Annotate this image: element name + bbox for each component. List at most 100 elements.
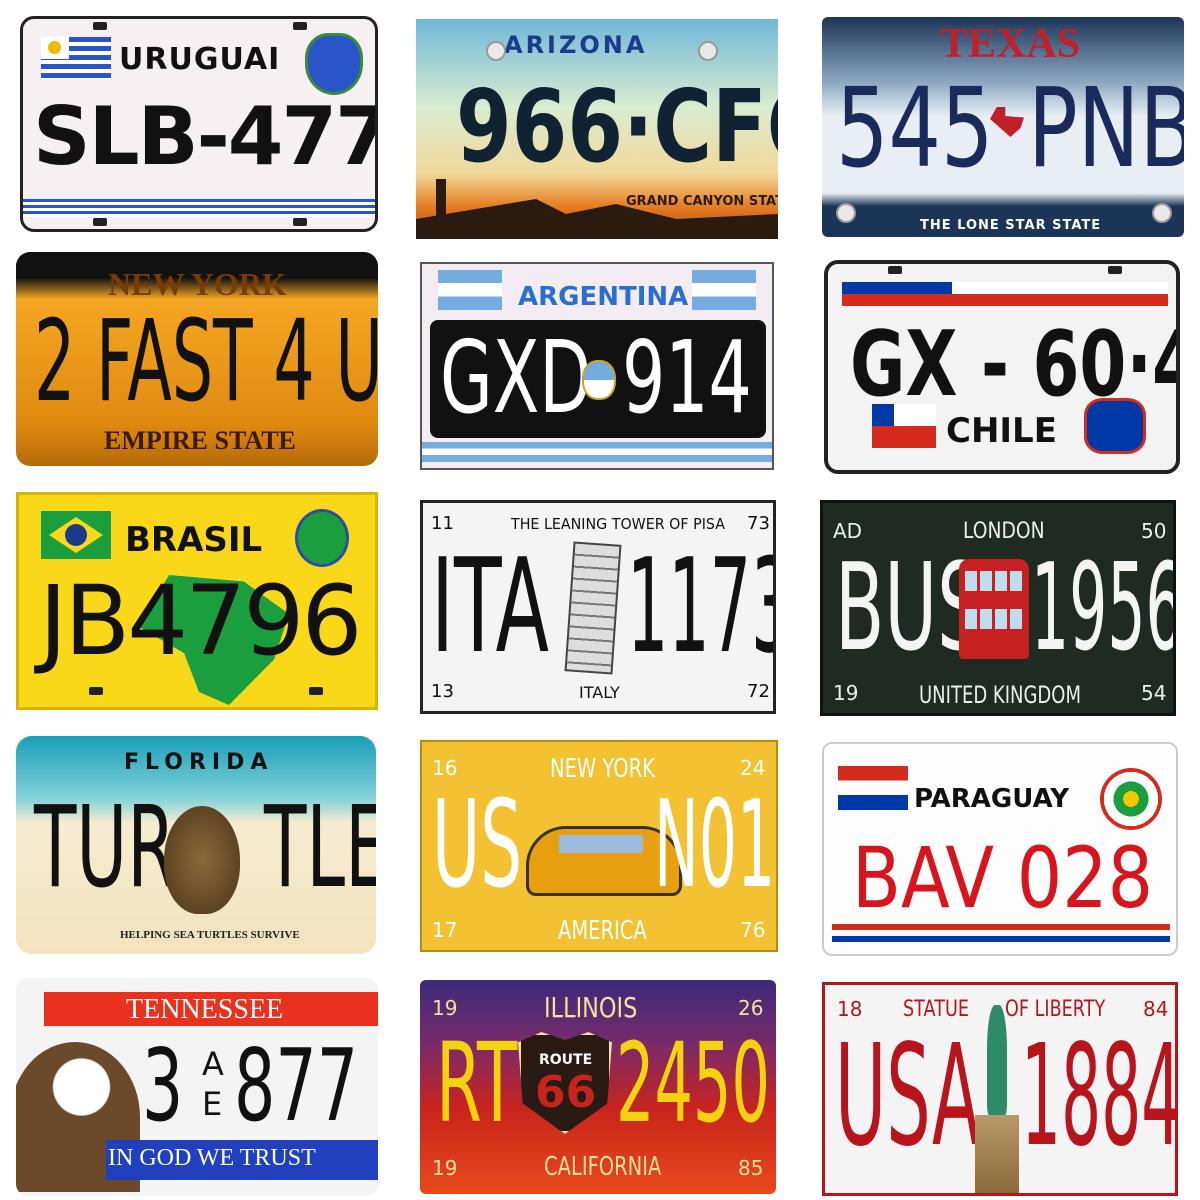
sea-turtle-icon (164, 806, 240, 914)
route-number: 66 (535, 1067, 597, 1118)
plate-corner-bl: 19 (833, 681, 859, 705)
plate-letter-a: A (202, 1045, 224, 1083)
plate-nytaxi: 16 NEW YORK 24 US N01 17 AMERICA 76 (420, 740, 778, 952)
plate-stripe (832, 924, 1170, 942)
argentina-flag-right (692, 270, 756, 310)
paraguay-flag (838, 766, 908, 810)
plate-corner-br: 54 (1141, 681, 1167, 705)
plate-country-label: ARGENTINA (518, 282, 689, 312)
plate-corner-bl: 13 (431, 681, 454, 702)
plate-number-right: 1884 (1021, 1015, 1178, 1178)
plate-corner-tr: 50 (1141, 519, 1167, 543)
plate-country-label: CHILE (946, 411, 1057, 451)
plate-argentina: ARGENTINA GXD 914 (420, 262, 774, 470)
plate-corner-bl: 17 (432, 918, 458, 942)
plate-number: GX - 60·46 (850, 312, 1176, 417)
plate-country-label: AMERICA (558, 916, 647, 946)
route-66-shield-icon: ROUTE 66 (518, 1032, 612, 1134)
plate-corner-bl: 19 (432, 1156, 458, 1180)
argentina-emblem-icon (582, 360, 616, 400)
plate-number-left: RT (436, 1019, 518, 1147)
blue-band (106, 1140, 378, 1180)
pisa-tower-icon (564, 541, 622, 675)
plate-texas: TEXAS 545 PNB THE LONE STAR STATE (822, 17, 1184, 237)
plate-state-label: TENNESSEE (126, 994, 284, 1025)
plate-italy: 11 THE LEANING TOWER OF PISA 73 ITA 1173… (420, 500, 776, 714)
plate-country-label: URUGUAI (119, 42, 281, 77)
plate-newyork: NEW YORK 2 FAST 4 U EMPIRE STATE (16, 252, 378, 466)
plate-number-right: N01 (654, 776, 776, 915)
double-decker-bus-icon (959, 559, 1029, 659)
plate-corner-tr: 84 (1143, 997, 1169, 1021)
plate-number-left: ITA (431, 530, 549, 682)
plate-slogan: GRAND CANYON STATE (626, 194, 778, 209)
plate-number-left: 545 (836, 64, 994, 192)
plate-country-label: PARAGUAY (914, 784, 1070, 814)
plate-corner-br: 72 (747, 681, 770, 702)
plate-chile: GX - 60·46 CHILE (824, 260, 1180, 474)
plate-number-right: 2450 (616, 1019, 770, 1147)
brasil-flag (41, 511, 111, 559)
plate-number-right: TLE (264, 783, 376, 913)
plate-corner-tr: 73 (747, 513, 770, 534)
plate-number-left: BUS (835, 539, 983, 678)
plate-city-label: LONDON (963, 519, 1045, 544)
plate-state-label: ILLINOIS (544, 991, 638, 1024)
plate-city-label: NEW YORK (550, 754, 655, 784)
plate-corner-tl: AD (833, 519, 863, 543)
route-label: ROUTE (539, 1052, 593, 1068)
coat-of-arms-icon (295, 509, 349, 567)
plate-illinois: 19 ILLINOIS 26 RT ROUTE 66 2450 19 CALIF… (420, 980, 776, 1194)
plate-corner-tl: 11 (431, 513, 454, 534)
plate-state-label: FLORIDA (124, 750, 274, 775)
plate-number-left: USA (835, 1015, 980, 1178)
plate-number-left: GXD (440, 319, 592, 436)
plate-liberty: 18 STATUE OF LIBERTY 84 USA 1884 (822, 982, 1178, 1196)
statue-of-liberty-icon (975, 1005, 1019, 1193)
plate-header-right: OF LIBERTY (1005, 997, 1106, 1022)
plate-state-label: TEXAS (940, 21, 1081, 67)
taxi-cab-icon (526, 826, 682, 896)
plate-country-label: UNITED KINGDOM (919, 681, 1081, 709)
plate-number-right: 877 (234, 1027, 359, 1144)
plate-brasil: BRASIL JB4796 (16, 492, 378, 710)
plate-florida: FLORIDA TUR TLE HELPING SEA TURTLES SURV… (16, 736, 376, 954)
plate-corner-tl: 16 (432, 756, 458, 780)
plate-london: AD LONDON 50 BUS 1956 19 UNITED KINGDOM … (820, 500, 1176, 716)
plate-number-left: TUR (34, 783, 176, 913)
plate-corner-br: 76 (740, 918, 766, 942)
plate-arizona: ARIZONA 966·CFG GRAND CANYON STATE (416, 19, 778, 239)
argentina-flag-left (438, 270, 502, 310)
plate-number-right: PNB (1028, 64, 1184, 192)
plate-corner-tl: 18 (837, 997, 863, 1021)
national-seal-icon (1100, 768, 1162, 830)
plate-letter-e: E (202, 1085, 223, 1123)
plate-slogan: THE LONE STAR STATE (920, 218, 1102, 233)
plate-state-label: NEW YORK (108, 266, 287, 302)
plate-number: 2 FAST 4 U (34, 297, 378, 427)
plate-slogan: HELPING SEA TURTLES SURVIVE (120, 929, 300, 941)
plate-stripe (23, 199, 375, 217)
plate-number-right: 1173 (627, 530, 776, 682)
plate-number: SLB-477 (33, 90, 378, 183)
plate-uruguay: URUGUAI SLB-477 (20, 16, 378, 232)
plate-number-left: 3 (142, 1027, 184, 1144)
plate-header-left: STATUE (903, 997, 969, 1022)
chile-flag (872, 404, 936, 448)
plate-state-label: ARIZONA (504, 31, 648, 59)
plate-number: JB4796 (39, 565, 362, 677)
plate-slogan: IN GOD WE TRUST (108, 1145, 316, 1171)
plate-header: THE LEANING TOWER OF PISA (511, 515, 725, 533)
chile-stripe (842, 282, 1168, 306)
plate-number: 966·CFG (456, 68, 778, 185)
plate-country-label: BRASIL (125, 520, 263, 560)
plate-country-label: ITALY (579, 683, 620, 702)
plate-number-right: 914 (622, 319, 752, 436)
texas-state-icon (990, 107, 1024, 137)
coat-of-arms-icon (1084, 398, 1146, 454)
plate-stripe (422, 442, 772, 462)
uruguay-flag (41, 37, 111, 79)
red-band (44, 992, 378, 1026)
plate-corner-tr: 24 (740, 756, 766, 780)
plate-paraguay: PARAGUAY BAV 028 (822, 742, 1178, 956)
